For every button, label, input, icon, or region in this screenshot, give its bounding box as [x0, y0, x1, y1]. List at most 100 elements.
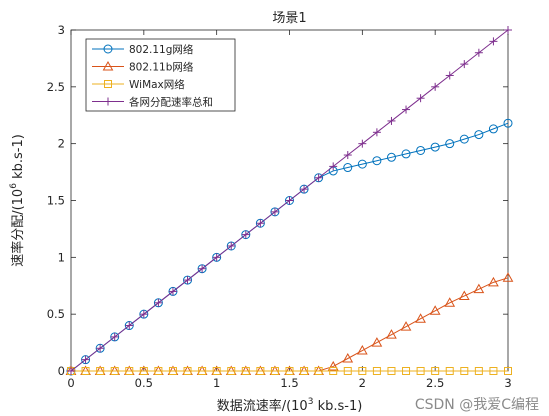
data-point: [96, 344, 105, 353]
data-point: [445, 139, 455, 149]
data-point: [300, 185, 309, 194]
legend-marker: [102, 60, 114, 71]
data-point: [372, 156, 382, 166]
data-point: [474, 367, 483, 375]
data-point: [356, 345, 368, 355]
y-axis-title-sup: 6: [9, 183, 19, 189]
data-point: [198, 367, 207, 375]
data-point: [445, 367, 454, 375]
data-point: [198, 264, 207, 273]
data-point: [460, 367, 469, 375]
data-point: [402, 105, 411, 114]
data-point: [445, 71, 454, 80]
data-point: [489, 367, 498, 375]
data-point: [402, 367, 411, 375]
data-point: [314, 367, 323, 375]
data-point: [256, 219, 265, 228]
x-tick-label: 1.5: [280, 376, 298, 390]
data-point: [386, 329, 397, 339]
data-point: [154, 298, 163, 307]
data-point: [329, 367, 338, 375]
data-point: [488, 276, 499, 287]
data-point: [327, 360, 339, 371]
data-point: [504, 367, 512, 375]
data-point: [241, 230, 250, 239]
data-point: [459, 134, 469, 144]
data-point: [458, 290, 470, 300]
data-point: [183, 367, 192, 375]
data-point: [125, 321, 134, 330]
axis-ticks: 0 0.5 1 1.5 2 2.5 3 0 0.5 1 1.5 2 2.5 3: [47, 23, 512, 390]
x-axis-title-main: 数据流速率/(10: [217, 398, 308, 414]
data-point: [489, 37, 498, 46]
data-point: [343, 151, 352, 160]
legend-label: 各网分配速率总和: [129, 96, 213, 109]
data-point: [168, 287, 177, 296]
x-tick-label: 0: [67, 376, 74, 390]
data-point: [429, 305, 441, 315]
data-point: [387, 367, 396, 375]
data-point: [430, 142, 440, 152]
x-axis-title-tail: kb.s-1): [313, 399, 362, 414]
data-point: [473, 283, 485, 294]
legend-marker: [103, 44, 113, 54]
y-axis-title-main: 速率分配/(10: [10, 189, 26, 267]
data-point: [444, 297, 456, 307]
data-point: [285, 196, 294, 205]
y-tick-label: 1: [58, 250, 65, 264]
x-tick-label: 2: [359, 376, 366, 390]
y-tick-label: 2.5: [47, 80, 65, 94]
data-point: [342, 352, 354, 363]
data-point: [416, 94, 425, 103]
data-point: [358, 367, 367, 375]
data-point: [474, 48, 483, 57]
series-layer: [65, 26, 514, 376]
data-point: [474, 130, 484, 140]
data-point: [270, 367, 279, 375]
data-point: [387, 116, 396, 125]
data-point: [416, 367, 425, 375]
legend-label: WiMax网络: [129, 78, 185, 91]
data-point: [227, 241, 236, 250]
data-point: [431, 82, 440, 91]
data-point: [212, 367, 221, 375]
data-point: [460, 60, 469, 69]
data-point: [357, 159, 367, 169]
series-square: [67, 367, 512, 375]
data-point: [343, 367, 352, 375]
data-point: [241, 367, 250, 375]
data-point: [81, 367, 90, 375]
data-point: [285, 367, 294, 375]
legend-item: 802.11b网络: [92, 61, 194, 74]
data-point: [400, 321, 412, 331]
x-tick-label: 3: [504, 376, 511, 390]
data-point: [110, 367, 119, 375]
legend-label: 802.11b网络: [129, 61, 194, 74]
data-point: [110, 332, 119, 341]
data-point: [343, 163, 353, 173]
data-point: [401, 149, 411, 159]
y-tick-label: 0.5: [47, 307, 65, 321]
data-point: [125, 367, 134, 375]
data-point: [314, 173, 323, 182]
y-tick-label: 0: [58, 364, 65, 378]
data-point: [154, 367, 163, 375]
data-point: [386, 152, 396, 162]
data-point: [372, 128, 381, 137]
data-point: [139, 310, 148, 319]
data-point: [270, 207, 279, 216]
x-tick-label: 0.5: [135, 376, 153, 390]
data-point: [358, 139, 367, 148]
y-tick-label: 3: [58, 23, 65, 37]
data-point: [488, 124, 498, 134]
x-tick-label: 2.5: [426, 376, 444, 390]
data-point: [329, 162, 338, 171]
chart-title: 场景1: [272, 11, 306, 26]
data-point: [431, 367, 440, 375]
legend-marker: [104, 80, 112, 88]
data-point: [503, 118, 513, 128]
legend-item: 各网分配速率总和: [92, 96, 213, 109]
data-point: [256, 367, 265, 375]
